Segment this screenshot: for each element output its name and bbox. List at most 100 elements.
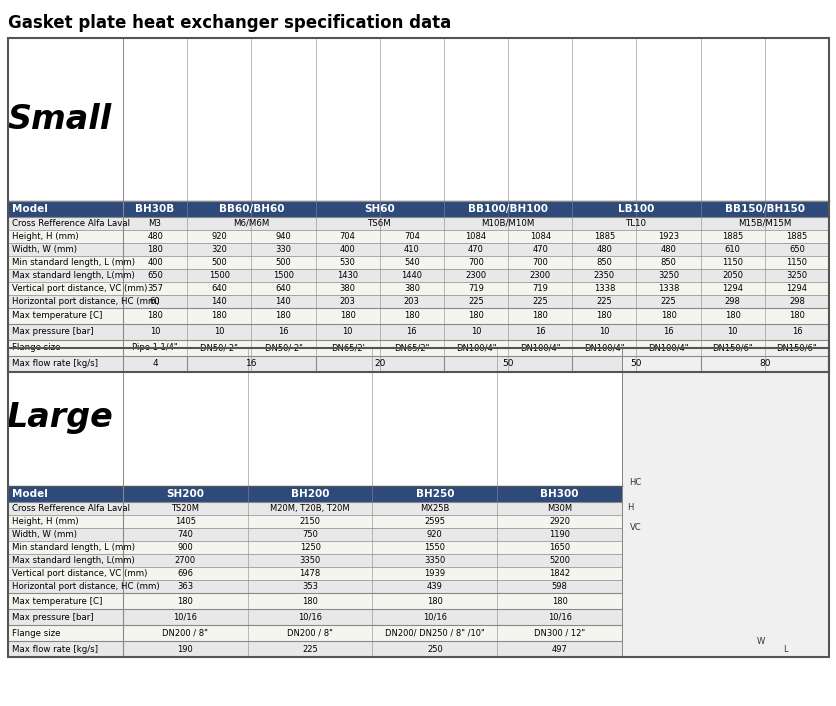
Text: DN65/2": DN65/2"	[394, 344, 429, 352]
Bar	[8, 593, 123, 609]
Text: 2595: 2595	[424, 517, 445, 526]
Bar	[621, 348, 828, 657]
Text: 10/16: 10/16	[547, 613, 571, 621]
Bar	[8, 567, 123, 580]
Text: DN200 / 8": DN200 / 8"	[287, 628, 333, 638]
Text: 225: 225	[596, 297, 611, 306]
Text: 470: 470	[532, 245, 548, 254]
Text: 225: 225	[302, 645, 318, 654]
Text: 1550: 1550	[424, 543, 445, 552]
Text: Max temperature [C]: Max temperature [C]	[12, 311, 102, 321]
Text: 497: 497	[551, 645, 567, 654]
Bar	[8, 243, 123, 256]
Bar	[123, 201, 828, 217]
Text: Pipe 1 1/4": Pipe 1 1/4"	[132, 344, 178, 352]
Text: DN100/4": DN100/4"	[648, 344, 688, 352]
Text: M20M, T20B, T20M: M20M, T20B, T20M	[270, 504, 349, 513]
Bar	[123, 554, 621, 567]
Text: Horizontal port distance, HC (mm): Horizontal port distance, HC (mm)	[12, 297, 160, 306]
Text: 80: 80	[758, 359, 770, 369]
Text: 10/16: 10/16	[173, 613, 197, 621]
Text: 500: 500	[275, 258, 291, 267]
Text: BB60/BH60: BB60/BH60	[218, 204, 283, 214]
Text: Vertical port distance, VC (mm): Vertical port distance, VC (mm)	[12, 569, 147, 578]
Text: 610: 610	[724, 245, 740, 254]
Text: 400: 400	[147, 258, 163, 267]
Text: Max pressure [bar]: Max pressure [bar]	[12, 613, 94, 621]
Text: 1250: 1250	[299, 543, 320, 552]
Text: 16: 16	[406, 328, 416, 337]
Text: Max flow rate [kg/s]: Max flow rate [kg/s]	[12, 645, 98, 654]
Text: DN50/ 2": DN50/ 2"	[264, 344, 302, 352]
Text: L: L	[782, 645, 787, 654]
Text: 1294: 1294	[721, 284, 742, 293]
Text: 298: 298	[788, 297, 804, 306]
Bar	[123, 486, 621, 502]
Text: 180: 180	[339, 311, 355, 321]
Text: Max pressure [bar]: Max pressure [bar]	[12, 328, 94, 337]
Bar	[123, 515, 621, 528]
Text: 1885: 1885	[785, 232, 807, 241]
Text: 640: 640	[275, 284, 291, 293]
Bar	[8, 308, 123, 324]
Bar	[8, 217, 123, 230]
Bar	[8, 340, 123, 356]
Text: 1338: 1338	[593, 284, 614, 293]
Text: 180: 180	[724, 311, 740, 321]
Text: 719: 719	[467, 284, 483, 293]
Text: Max flow rate [kg/s]: Max flow rate [kg/s]	[12, 359, 98, 369]
Text: 1650: 1650	[548, 543, 569, 552]
Text: 2920: 2920	[548, 517, 569, 526]
Bar	[8, 38, 828, 372]
Text: 357: 357	[147, 284, 163, 293]
Text: 410: 410	[404, 245, 419, 254]
Text: 250: 250	[426, 645, 442, 654]
Text: VC: VC	[629, 523, 640, 532]
Text: 180: 180	[211, 311, 227, 321]
Bar	[8, 230, 123, 243]
Text: Min standard length, L (mm): Min standard length, L (mm)	[12, 258, 135, 267]
Text: 480: 480	[147, 232, 163, 241]
Text: DN100/4": DN100/4"	[456, 344, 496, 352]
Text: 16: 16	[534, 328, 545, 337]
Text: 2150: 2150	[299, 517, 320, 526]
Text: M15B/M15M: M15B/M15M	[737, 219, 791, 228]
Text: 700: 700	[467, 258, 483, 267]
Text: 16: 16	[245, 359, 257, 369]
Text: 363: 363	[177, 582, 193, 591]
Text: 180: 180	[404, 311, 420, 321]
Text: 10: 10	[470, 328, 481, 337]
Text: 330: 330	[275, 245, 291, 254]
Text: 380: 380	[339, 284, 355, 293]
Bar	[8, 641, 123, 657]
Text: 1405: 1405	[175, 517, 196, 526]
Text: 696: 696	[177, 569, 193, 578]
Text: 50: 50	[502, 359, 513, 369]
Text: 140: 140	[275, 297, 291, 306]
Text: M10B/M10M: M10B/M10M	[481, 219, 534, 228]
Text: DN300 / 12": DN300 / 12"	[533, 628, 584, 638]
Text: DN100/4": DN100/4"	[584, 344, 624, 352]
Text: 10: 10	[726, 328, 737, 337]
Text: 1885: 1885	[721, 232, 742, 241]
Text: 1923: 1923	[657, 232, 678, 241]
Bar	[123, 567, 621, 580]
Text: TS20M: TS20M	[171, 504, 199, 513]
Text: Max standard length, L(mm): Max standard length, L(mm)	[12, 271, 135, 280]
Bar	[123, 593, 621, 609]
Text: TL10: TL10	[625, 219, 646, 228]
Text: 940: 940	[275, 232, 291, 241]
Text: W: W	[756, 638, 764, 647]
Bar	[8, 528, 123, 541]
Bar	[123, 340, 828, 356]
Text: 1842: 1842	[548, 569, 569, 578]
Bar	[8, 486, 123, 502]
Bar	[8, 38, 828, 372]
Text: 1885: 1885	[593, 232, 614, 241]
Text: 60: 60	[150, 297, 161, 306]
Text: 180: 180	[275, 311, 291, 321]
Text: MX25B: MX25B	[420, 504, 449, 513]
Text: Flange size: Flange size	[12, 344, 60, 352]
Bar	[123, 625, 621, 641]
Text: 320: 320	[211, 245, 227, 254]
